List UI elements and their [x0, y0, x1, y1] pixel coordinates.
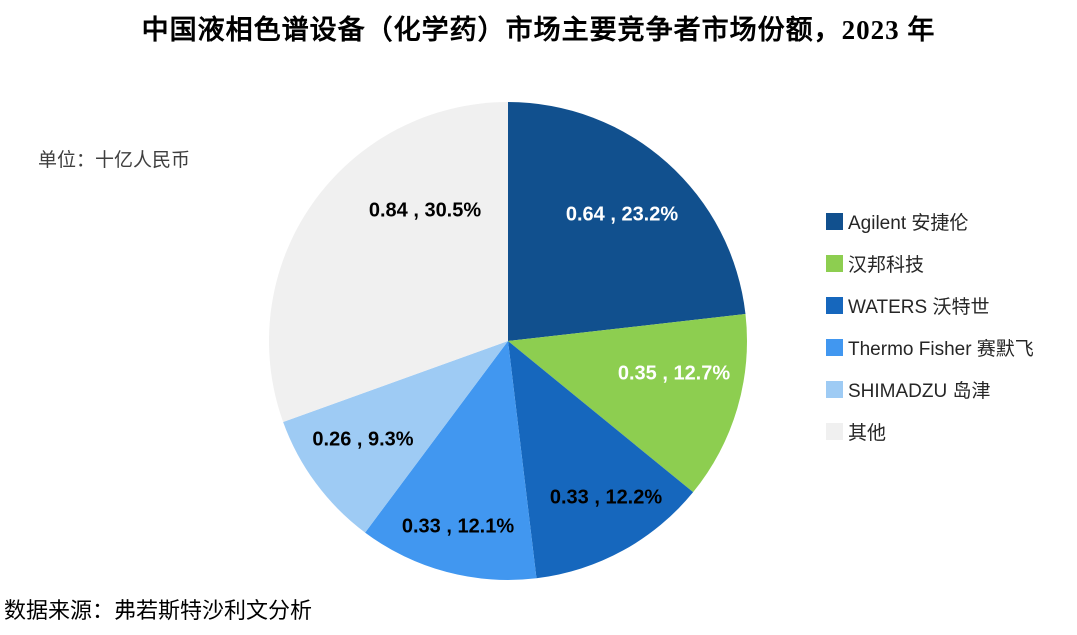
legend-swatch-icon [826, 212, 843, 230]
legend-label: WATERS 沃特世 [848, 296, 990, 318]
slice-label-1: 0.64 , 23.2% [565, 203, 679, 226]
slice-label-3: 0.33 , 12.2% [549, 486, 663, 509]
pie-slice-5 [283, 341, 508, 533]
legend-swatch-icon [826, 380, 843, 398]
source-note: 数据来源：弗若斯特沙利文分析 [4, 598, 313, 623]
pie-slice-3 [508, 341, 694, 579]
slice-label-6: 0.84 , 30.5% [368, 199, 482, 222]
legend-swatch-icon [826, 338, 843, 356]
legend-item-4: Thermo Fisher 赛默飞 [826, 335, 1034, 360]
pie-slice-1 [508, 102, 746, 341]
legend-swatch-icon [826, 254, 843, 272]
legend-item-6: 其他 [826, 419, 1034, 444]
legend-item-3: WATERS 沃特世 [826, 293, 1034, 318]
slice-label-5: 0.26 , 9.3% [312, 428, 414, 451]
pie-slice-2 [508, 314, 747, 493]
legend-label: 其他 [848, 422, 887, 444]
legend: Agilent 安捷伦 汉邦科技 WATERS 沃特世 Thermo Fisher 赛… [826, 209, 1034, 444]
legend-label: SHIMADZU 岛津 [848, 380, 991, 402]
legend-swatch-icon [826, 422, 843, 440]
legend-label: Agilent 安捷伦 [848, 212, 969, 234]
legend-label: Thermo Fisher 赛默飞 [848, 338, 1034, 360]
pie-slice-6 [268, 102, 508, 422]
legend-item-5: SHIMADZU 岛津 [826, 377, 1034, 402]
legend-item-2: 汉邦科技 [826, 251, 1034, 276]
slice-label-4: 0.33 , 12.1% [401, 515, 515, 538]
unit-label: 单位：十亿人民币 [38, 150, 191, 171]
chart-title: 中国液相色谱设备（化学药）市场主要竞争者市场份额，2023 年 [141, 15, 936, 45]
legend-swatch-icon [826, 296, 843, 314]
slice-label-2: 0.35 , 12.7% [617, 362, 731, 385]
legend-label: 汉邦科技 [848, 254, 925, 276]
pie-slice-4 [365, 341, 537, 581]
legend-item-1: Agilent 安捷伦 [826, 209, 1034, 234]
